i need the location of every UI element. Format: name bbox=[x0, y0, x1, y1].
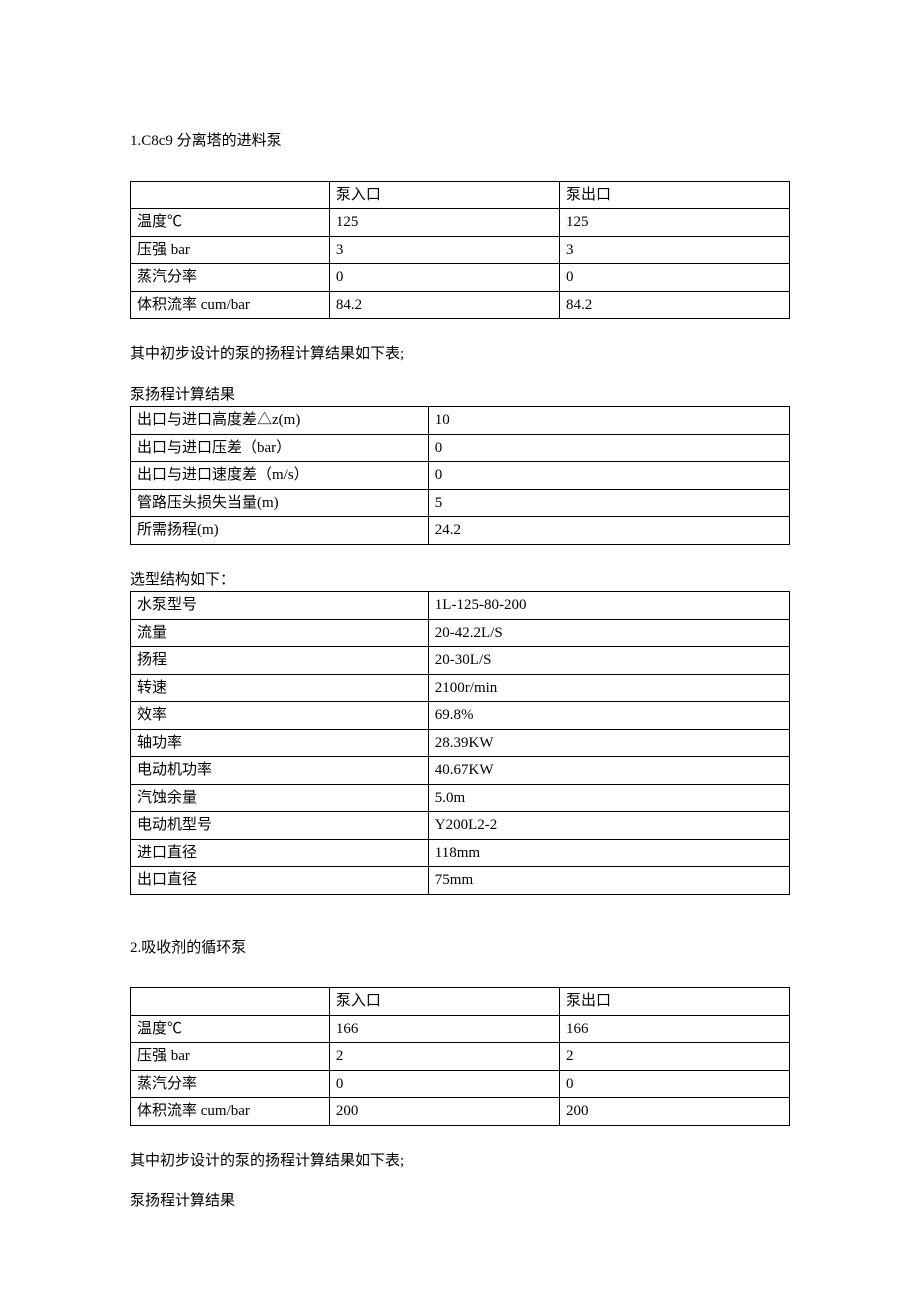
cell: 出口直径 bbox=[131, 867, 429, 895]
table-row: 出口与进口速度差（m/s） 0 bbox=[131, 462, 790, 490]
cell: 汽蚀余量 bbox=[131, 784, 429, 812]
cell: 0 bbox=[559, 264, 789, 292]
cell: 69.8% bbox=[428, 702, 789, 730]
cell: 泵出口 bbox=[559, 181, 789, 209]
table-row: 蒸汽分率 0 0 bbox=[131, 1070, 790, 1098]
cell: 0 bbox=[329, 1070, 559, 1098]
section1-io-table: 泵入口 泵出口 温度℃ 125 125 压强 bar 3 3 蒸汽分率 0 0 … bbox=[130, 181, 790, 320]
cell: 84.2 bbox=[329, 291, 559, 319]
cell: 蒸汽分率 bbox=[131, 264, 330, 292]
cell: 出口与进口压差（bar） bbox=[131, 434, 429, 462]
table-row: 泵入口 泵出口 bbox=[131, 181, 790, 209]
table-row: 电动机型号Y200L2-2 bbox=[131, 812, 790, 840]
table-row: 效率69.8% bbox=[131, 702, 790, 730]
cell: 泵入口 bbox=[329, 181, 559, 209]
table-row: 压强 bar 2 2 bbox=[131, 1043, 790, 1071]
table-row: 体积流率 cum/bar 84.2 84.2 bbox=[131, 291, 790, 319]
table-row: 蒸汽分率 0 0 bbox=[131, 264, 790, 292]
cell: 20-30L/S bbox=[428, 647, 789, 675]
cell: 电动机型号 bbox=[131, 812, 429, 840]
section1-head-table: 出口与进口高度差△z(m) 10 出口与进口压差（bar） 0 出口与进口速度差… bbox=[130, 406, 790, 545]
cell: 效率 bbox=[131, 702, 429, 730]
cell: 118mm bbox=[428, 839, 789, 867]
cell: 0 bbox=[559, 1070, 789, 1098]
cell: 75mm bbox=[428, 867, 789, 895]
cell: 体积流率 cum/bar bbox=[131, 291, 330, 319]
cell: 200 bbox=[329, 1098, 559, 1126]
cell: 温度℃ bbox=[131, 1015, 330, 1043]
cell: 出口与进口高度差△z(m) bbox=[131, 407, 429, 435]
cell: 所需扬程(m) bbox=[131, 517, 429, 545]
cell: 166 bbox=[329, 1015, 559, 1043]
table-row: 出口直径75mm bbox=[131, 867, 790, 895]
table-row: 转速2100r/min bbox=[131, 674, 790, 702]
cell: 40.67KW bbox=[428, 757, 789, 785]
cell: 扬程 bbox=[131, 647, 429, 675]
cell: 泵出口 bbox=[559, 988, 789, 1016]
table-row: 水泵型号1L-125-80-200 bbox=[131, 592, 790, 620]
cell: 转速 bbox=[131, 674, 429, 702]
cell: Y200L2-2 bbox=[428, 812, 789, 840]
cell: 压强 bar bbox=[131, 236, 330, 264]
cell: 蒸汽分率 bbox=[131, 1070, 330, 1098]
table-row: 管路压头损失当量(m) 5 bbox=[131, 489, 790, 517]
table-row: 所需扬程(m) 24.2 bbox=[131, 517, 790, 545]
cell bbox=[131, 181, 330, 209]
cell: 0 bbox=[428, 462, 789, 490]
cell: 流量 bbox=[131, 619, 429, 647]
cell: 5.0m bbox=[428, 784, 789, 812]
cell: 20-42.2L/S bbox=[428, 619, 789, 647]
section2-note: 其中初步设计的泵的扬程计算结果如下表; bbox=[130, 1150, 790, 1173]
cell: 24.2 bbox=[428, 517, 789, 545]
cell: 200 bbox=[559, 1098, 789, 1126]
table-row: 轴功率28.39KW bbox=[131, 729, 790, 757]
table-row: 体积流率 cum/bar 200 200 bbox=[131, 1098, 790, 1126]
cell: 28.39KW bbox=[428, 729, 789, 757]
cell: 1L-125-80-200 bbox=[428, 592, 789, 620]
cell: 84.2 bbox=[559, 291, 789, 319]
table-row: 出口与进口压差（bar） 0 bbox=[131, 434, 790, 462]
table-row: 进口直径118mm bbox=[131, 839, 790, 867]
cell: 水泵型号 bbox=[131, 592, 429, 620]
table-row: 电动机功率40.67KW bbox=[131, 757, 790, 785]
cell: 出口与进口速度差（m/s） bbox=[131, 462, 429, 490]
section1-head-caption: 泵扬程计算结果 bbox=[130, 384, 790, 407]
section1-title: 1.C8c9 分离塔的进料泵 bbox=[130, 130, 790, 153]
cell: 2100r/min bbox=[428, 674, 789, 702]
cell: 166 bbox=[559, 1015, 789, 1043]
cell: 0 bbox=[428, 434, 789, 462]
section2-io-table: 泵入口 泵出口 温度℃ 166 166 压强 bar 2 2 蒸汽分率 0 0 … bbox=[130, 987, 790, 1126]
cell: 管路压头损失当量(m) bbox=[131, 489, 429, 517]
cell: 2 bbox=[329, 1043, 559, 1071]
section1-sel-table: 水泵型号1L-125-80-200 流量20-42.2L/S 扬程20-30L/… bbox=[130, 591, 790, 895]
table-row: 流量20-42.2L/S bbox=[131, 619, 790, 647]
table-row: 汽蚀余量5.0m bbox=[131, 784, 790, 812]
cell: 温度℃ bbox=[131, 209, 330, 237]
cell: 5 bbox=[428, 489, 789, 517]
table-row: 扬程20-30L/S bbox=[131, 647, 790, 675]
cell: 轴功率 bbox=[131, 729, 429, 757]
cell: 125 bbox=[559, 209, 789, 237]
section1-note: 其中初步设计的泵的扬程计算结果如下表; bbox=[130, 343, 790, 366]
cell bbox=[131, 988, 330, 1016]
table-row: 压强 bar 3 3 bbox=[131, 236, 790, 264]
cell: 电动机功率 bbox=[131, 757, 429, 785]
cell: 2 bbox=[559, 1043, 789, 1071]
cell: 10 bbox=[428, 407, 789, 435]
cell: 3 bbox=[329, 236, 559, 264]
section2-head-caption: 泵扬程计算结果 bbox=[130, 1190, 790, 1213]
cell: 体积流率 cum/bar bbox=[131, 1098, 330, 1126]
cell: 压强 bar bbox=[131, 1043, 330, 1071]
cell: 125 bbox=[329, 209, 559, 237]
cell: 泵入口 bbox=[329, 988, 559, 1016]
section1-sel-caption: 选型结构如下： bbox=[130, 569, 790, 592]
cell: 3 bbox=[559, 236, 789, 264]
table-row: 泵入口 泵出口 bbox=[131, 988, 790, 1016]
section2-title: 2.吸收剂的循环泵 bbox=[130, 937, 790, 960]
cell: 进口直径 bbox=[131, 839, 429, 867]
table-row: 温度℃ 166 166 bbox=[131, 1015, 790, 1043]
table-row: 出口与进口高度差△z(m) 10 bbox=[131, 407, 790, 435]
cell: 0 bbox=[329, 264, 559, 292]
table-row: 温度℃ 125 125 bbox=[131, 209, 790, 237]
